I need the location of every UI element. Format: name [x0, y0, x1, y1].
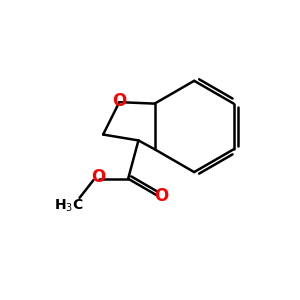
Text: H$_3$C: H$_3$C [54, 198, 84, 214]
Text: O: O [112, 92, 126, 110]
Text: O: O [91, 168, 105, 186]
Text: O: O [154, 188, 169, 206]
